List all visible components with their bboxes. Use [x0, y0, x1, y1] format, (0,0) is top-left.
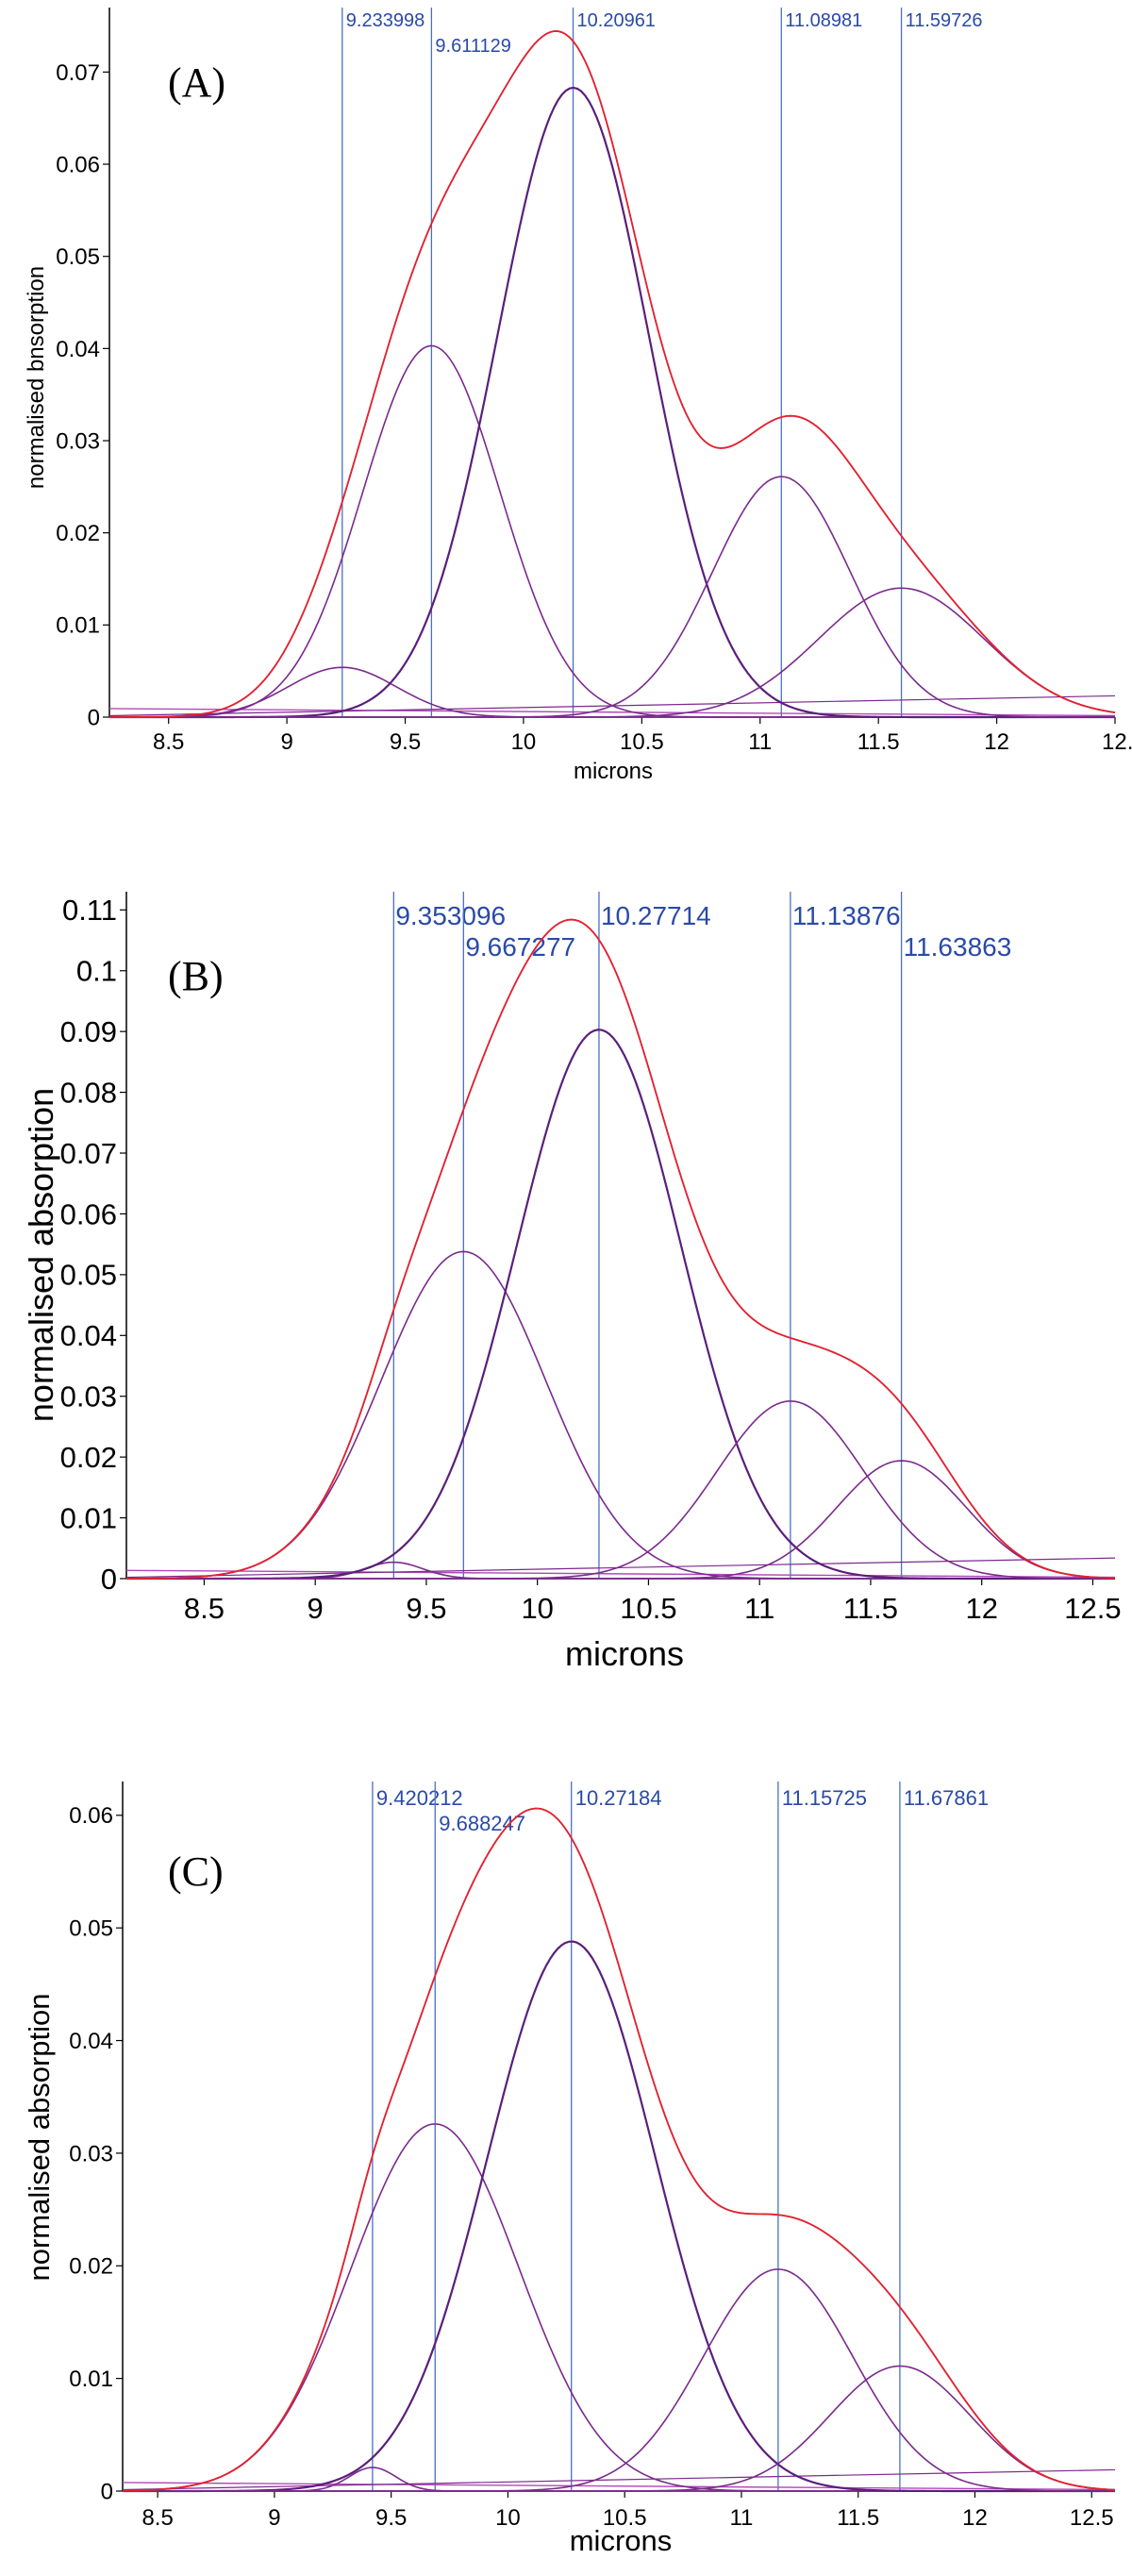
- x-tick-label: 10.5: [603, 2505, 647, 2531]
- baseline-line: [122, 2482, 1116, 2491]
- baseline-line: [125, 1557, 1116, 1579]
- panel-a-marks: 0 0.01 0.02 0.03 0.04 0.05 0.06 0.07 8.5 9 9.5 10 10…: [56, 8, 1132, 755]
- x-tick-label: 11.5: [843, 1592, 898, 1625]
- y-tick-label: 0.05: [60, 1259, 117, 1292]
- x-tick-label: 9: [268, 2505, 280, 2531]
- panel-c-letter: (C): [168, 1848, 224, 1895]
- y-tick-label: 0.02: [56, 521, 100, 546]
- panel-a-letter: (A): [168, 59, 225, 106]
- baseline-line: [108, 708, 1116, 717]
- x-tick-label: 12: [984, 729, 1009, 755]
- component-curve: [109, 587, 1116, 718]
- fit-curve: [122, 1807, 1116, 2492]
- panel-b-letter: (B): [168, 953, 224, 999]
- y-tick-label: 0.04: [69, 2029, 113, 2054]
- panel-b-y-axis-label: normalised absorption: [22, 1088, 60, 1422]
- panel-b-x-axis-label: microns: [565, 1634, 684, 1673]
- y-tick-label: 0.11: [62, 894, 117, 927]
- peak-label: 10.27714: [601, 901, 711, 930]
- panel-c-y-axis-label: normalised absorption: [23, 1993, 56, 2281]
- x-tick-label: 12.: [1102, 729, 1132, 755]
- peak-label: 9.611129: [435, 36, 510, 57]
- y-tick-label: 0: [88, 705, 100, 730]
- fit-curve: [125, 918, 1116, 1580]
- y-tick-label: 0.03: [60, 1380, 117, 1413]
- fit-curve: [108, 30, 1116, 718]
- x-tick-label: 10: [495, 2505, 521, 2531]
- x-tick-label: 11: [729, 2505, 753, 2531]
- x-tick-label: 12.5: [1064, 1592, 1121, 1625]
- x-tick-label: 12.5: [1070, 2505, 1114, 2531]
- x-tick-label: 10: [511, 729, 537, 755]
- peak-label: 11.63863: [904, 932, 1012, 962]
- y-tick-label: 0.01: [56, 613, 100, 639]
- x-tick-label: 11: [744, 1592, 774, 1625]
- peak-label: 11.08981: [785, 10, 862, 31]
- baseline-line: [122, 2468, 1116, 2491]
- y-tick-label: 0.02: [69, 2254, 113, 2280]
- x-tick-label: 11.5: [857, 729, 900, 755]
- peak-label: 10.20961: [577, 10, 656, 31]
- y-tick-label: 0.05: [56, 244, 100, 270]
- peak-label: 11.15725: [782, 1786, 867, 1810]
- x-tick-label: 10: [521, 1592, 553, 1625]
- x-tick-label: 8.5: [184, 1592, 225, 1625]
- y-tick-label: 0.03: [69, 2141, 113, 2166]
- panel-a: 0 0.01 0.02 0.03 0.04 0.05 0.06 0.07 8.5 9 9.5 10 10…: [24, 8, 1132, 784]
- peak-label: 9.233998: [346, 10, 424, 31]
- baseline-line: [125, 1569, 1116, 1579]
- x-tick-label: 9.5: [390, 729, 421, 755]
- y-tick-label: 0.04: [60, 1319, 117, 1352]
- y-tick-label: 0.07: [56, 60, 100, 86]
- peak-label: 10.27184: [575, 1786, 662, 1810]
- y-tick-label: 0.03: [56, 428, 100, 454]
- x-tick-label: 8.5: [142, 2505, 173, 2531]
- y-tick-label: 0.02: [60, 1441, 117, 1474]
- peak-label: 9.667277: [465, 932, 575, 962]
- peak-label: 9.420212: [376, 1786, 463, 1810]
- component-curve: [123, 1940, 1115, 2493]
- y-tick-label: 0.01: [60, 1501, 117, 1534]
- y-tick-label: 0.09: [60, 1015, 117, 1048]
- x-tick-label: 10.5: [620, 1592, 676, 1625]
- x-tick-label: 11.5: [837, 2505, 879, 2531]
- x-tick-label: 12: [965, 1592, 997, 1625]
- x-tick-label: 10.5: [620, 729, 664, 755]
- panel-c: 0 0.01 0.02 0.03 0.04 0.05 0.06 8.5 9 9.5 10 10.5 11…: [23, 1781, 1116, 2557]
- x-tick-label: 9.5: [406, 1592, 446, 1625]
- y-tick-label: 0.08: [60, 1076, 117, 1109]
- y-tick-label: 0: [101, 1563, 117, 1596]
- y-tick-label: 0.01: [69, 2367, 113, 2392]
- y-tick-label: 0.06: [69, 1803, 113, 1829]
- y-tick-label: 0.06: [60, 1197, 117, 1230]
- panel-b: 0 0.01 0.02 0.03 0.04 0.05 0.06 0.07 0.08 0.09 0.1…: [22, 892, 1122, 1673]
- x-tick-label: 11: [748, 729, 772, 755]
- y-tick-label: 0.1: [76, 955, 117, 988]
- component-curve: [123, 2365, 1116, 2492]
- y-tick-label: 0.04: [56, 337, 100, 362]
- peak-label: 11.13876: [792, 901, 901, 930]
- component-curve: [126, 1460, 1116, 1580]
- y-tick-label: 0.07: [60, 1137, 117, 1170]
- x-tick-label: 9: [280, 729, 292, 755]
- x-tick-label: 9: [308, 1592, 324, 1625]
- panel-c-marks: 0 0.01 0.02 0.03 0.04 0.05 0.06 8.5 9 9.5 10 10.5 11…: [69, 1781, 1116, 2531]
- peak-label: 11.59726: [906, 10, 983, 31]
- y-tick-label: 0: [101, 2479, 113, 2504]
- y-tick-label: 0.06: [56, 152, 100, 177]
- panel-a-x-axis-label: microns: [574, 759, 653, 784]
- panel-c-x-axis-label: microns: [570, 2524, 673, 2557]
- panel-a-y-axis-label: normalised bnsorption: [24, 266, 49, 489]
- x-tick-label: 9.5: [375, 2505, 407, 2531]
- panel-b-marks: 0 0.01 0.02 0.03 0.04 0.05 0.06 0.07 0.08 0.09 0.1…: [60, 892, 1122, 1625]
- y-tick-label: 0.05: [69, 1916, 113, 1942]
- x-tick-label: 8.5: [153, 729, 184, 755]
- peak-label: 9.353096: [395, 901, 506, 930]
- peak-label: 9.688247: [439, 1812, 525, 1835]
- x-tick-label: 12: [962, 2505, 988, 2531]
- peak-label: 11.67861: [904, 1786, 989, 1810]
